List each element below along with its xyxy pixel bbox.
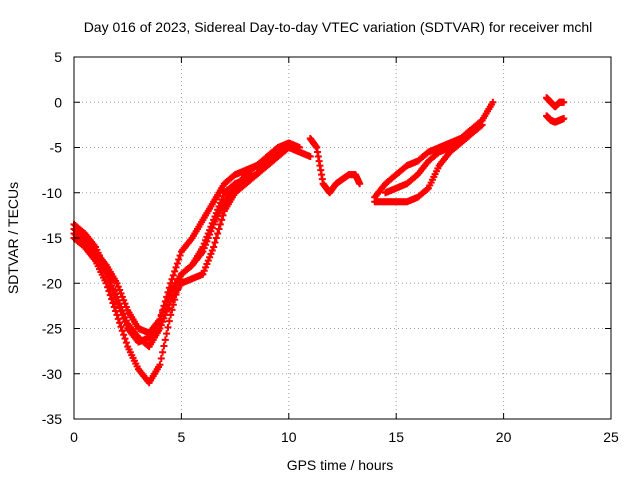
data-point — [356, 180, 364, 188]
data-point — [306, 153, 314, 161]
x-tick-label: 0 — [70, 429, 78, 445]
x-axis-label: GPS time / hours — [287, 457, 394, 473]
data-point — [105, 287, 113, 295]
y-axis-label: SDTVAR / TECUs — [5, 182, 21, 294]
data-point — [108, 282, 116, 290]
data-point — [116, 319, 124, 327]
data-point — [457, 139, 465, 147]
series-track-d — [70, 139, 304, 346]
data-point — [120, 331, 128, 339]
x-tick-label: 15 — [388, 429, 404, 445]
data-point — [156, 361, 164, 369]
data-points — [70, 94, 568, 387]
chart-title: Day 016 of 2023, Sidereal Day-to-day VTE… — [84, 19, 593, 35]
data-point — [215, 225, 223, 233]
data-point — [117, 323, 125, 331]
data-point — [214, 229, 222, 237]
data-point — [105, 274, 113, 282]
data-point — [173, 259, 181, 267]
data-point — [112, 293, 120, 301]
x-tick-label: 25 — [603, 429, 619, 445]
data-point — [171, 296, 179, 304]
y-tick-label: 0 — [54, 94, 62, 110]
data-point — [171, 267, 179, 275]
series-track-h — [381, 139, 465, 197]
series-track-b — [70, 144, 314, 351]
series-track-e — [306, 134, 364, 197]
data-point — [211, 239, 219, 247]
data-point — [164, 323, 172, 331]
data-point — [172, 291, 180, 299]
data-point — [560, 98, 568, 106]
y-tick-label: -35 — [42, 411, 62, 427]
data-point — [489, 98, 497, 106]
data-point — [176, 252, 184, 260]
data-point — [163, 330, 171, 338]
data-point — [121, 335, 129, 343]
x-tick-label: 5 — [178, 429, 186, 445]
data-point — [296, 144, 304, 151]
data-point — [102, 266, 110, 274]
data-point — [122, 339, 130, 347]
series-track-f — [371, 98, 497, 201]
axes: 0 5 10 15 20 25 5 0 -5 -10 -15 -20 -25 -30 -35 — [42, 49, 619, 445]
data-point — [161, 336, 169, 344]
data-point — [210, 243, 218, 251]
data-point — [175, 255, 183, 263]
data-point — [109, 285, 117, 293]
grid — [74, 57, 611, 419]
data-point — [102, 279, 110, 287]
data-point — [118, 327, 126, 335]
data-point — [168, 306, 176, 314]
data-point — [104, 283, 112, 291]
data-point — [169, 271, 177, 279]
data-point — [110, 303, 118, 311]
data-point — [172, 263, 180, 271]
data-point — [218, 216, 226, 224]
data-point — [212, 234, 220, 242]
y-tick-label: -25 — [42, 321, 62, 337]
data-point — [106, 278, 114, 286]
data-point — [165, 317, 173, 325]
data-point — [159, 348, 167, 356]
y-tick-label: -15 — [42, 230, 62, 246]
data-point — [104, 270, 112, 278]
y-tick-label: 5 — [54, 49, 62, 65]
data-point — [560, 115, 568, 123]
series-track-j — [543, 112, 568, 126]
data-point — [157, 354, 165, 362]
data-point — [160, 342, 168, 350]
x-tick-label: 20 — [496, 429, 512, 445]
data-point — [168, 275, 176, 283]
data-point — [167, 311, 175, 319]
x-tick-label: 10 — [281, 429, 297, 445]
y-tick-label: -30 — [42, 366, 62, 382]
data-point — [110, 289, 118, 297]
data-point — [106, 291, 114, 299]
data-point — [478, 121, 486, 129]
y-tick-label: -10 — [42, 185, 62, 201]
y-tick-label: -20 — [42, 275, 62, 291]
y-tick-label: -5 — [50, 140, 63, 156]
data-point — [109, 299, 117, 307]
data-point — [108, 295, 116, 303]
series-track-i — [543, 94, 568, 111]
data-point — [216, 220, 224, 228]
data-point — [169, 301, 177, 309]
